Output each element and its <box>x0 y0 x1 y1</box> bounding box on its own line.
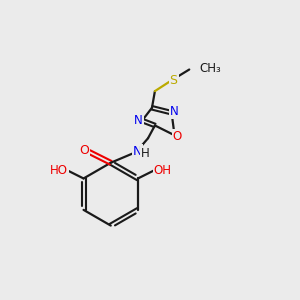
Text: H: H <box>141 147 149 161</box>
Text: N: N <box>170 105 179 118</box>
Text: O: O <box>79 145 89 158</box>
Text: OH: OH <box>154 164 172 177</box>
Text: CH₃: CH₃ <box>199 62 221 75</box>
Text: S: S <box>169 74 178 87</box>
Text: N: N <box>134 114 142 127</box>
Text: HO: HO <box>50 164 68 177</box>
Text: N: N <box>133 146 142 158</box>
Text: O: O <box>173 130 182 143</box>
